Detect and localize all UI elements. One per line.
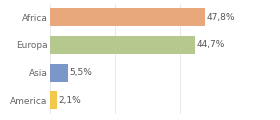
Text: 47,8%: 47,8% <box>206 13 235 22</box>
Bar <box>50 64 68 82</box>
Bar <box>50 36 195 54</box>
Bar <box>50 91 57 109</box>
Text: 5,5%: 5,5% <box>69 68 92 77</box>
Text: 44,7%: 44,7% <box>196 41 225 49</box>
Bar <box>50 8 205 26</box>
Text: 2,1%: 2,1% <box>59 96 81 105</box>
